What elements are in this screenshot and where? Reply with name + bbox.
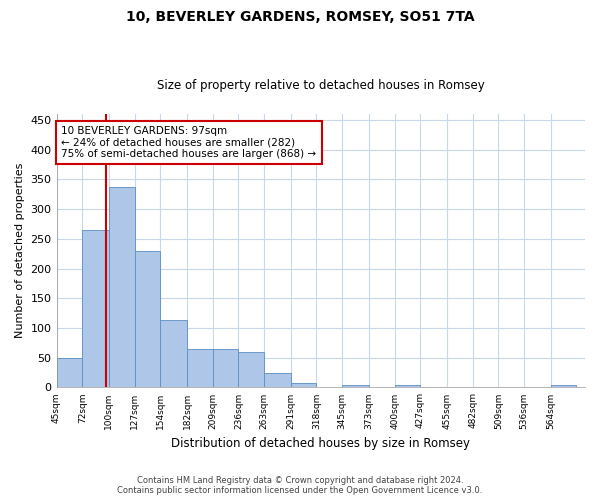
- Bar: [134, 250, 160, 388]
- Bar: [342, 385, 369, 388]
- Text: 10 BEVERLEY GARDENS: 97sqm
← 24% of detached houses are smaller (282)
75% of sem: 10 BEVERLEY GARDENS: 97sqm ← 24% of deta…: [61, 126, 316, 159]
- Bar: [82, 230, 109, 388]
- Bar: [264, 373, 291, 388]
- Bar: [160, 320, 187, 388]
- Text: Contains HM Land Registry data © Crown copyright and database right 2024.
Contai: Contains HM Land Registry data © Crown c…: [118, 476, 482, 495]
- Bar: [187, 349, 212, 388]
- Y-axis label: Number of detached properties: Number of detached properties: [15, 163, 25, 338]
- Bar: [551, 385, 577, 388]
- Bar: [238, 352, 264, 388]
- Bar: [395, 385, 420, 388]
- Bar: [109, 186, 134, 388]
- Title: Size of property relative to detached houses in Romsey: Size of property relative to detached ho…: [157, 79, 485, 92]
- X-axis label: Distribution of detached houses by size in Romsey: Distribution of detached houses by size …: [171, 437, 470, 450]
- Bar: [291, 384, 316, 388]
- Bar: [56, 358, 82, 388]
- Text: 10, BEVERLEY GARDENS, ROMSEY, SO51 7TA: 10, BEVERLEY GARDENS, ROMSEY, SO51 7TA: [125, 10, 475, 24]
- Bar: [212, 349, 238, 388]
